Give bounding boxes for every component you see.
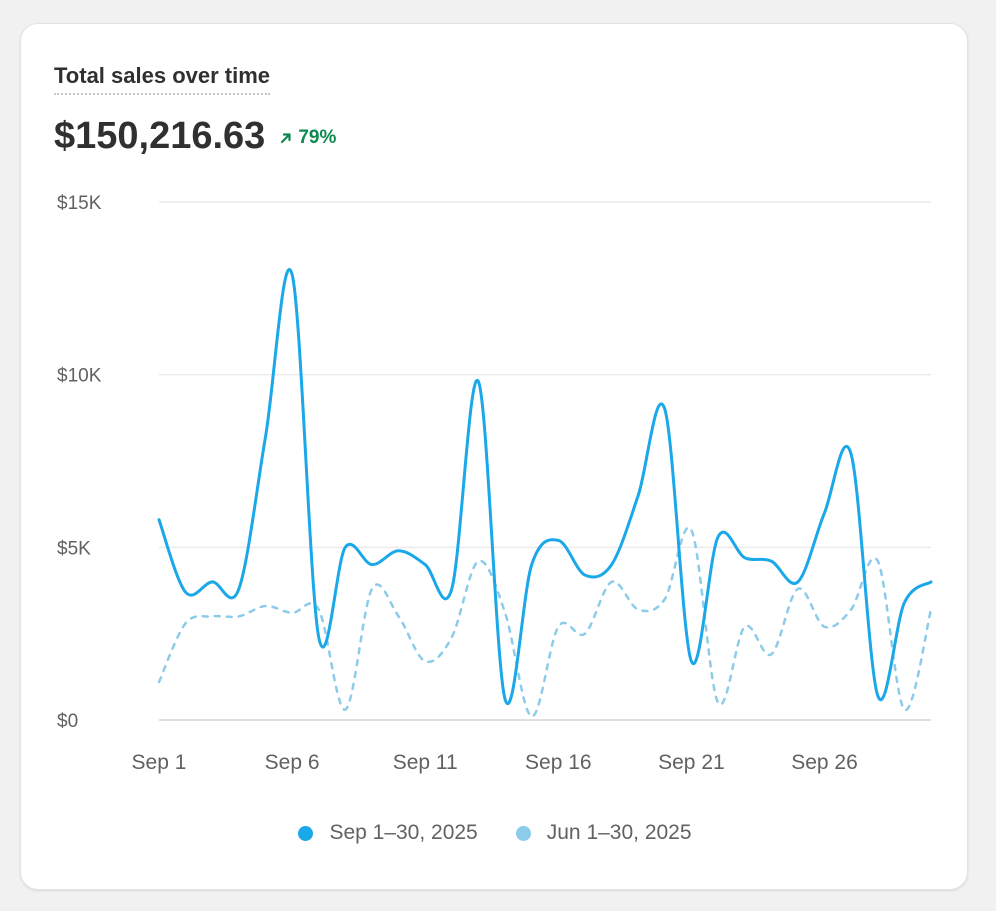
chart-legend: Sep 1–30, 2025 Jun 1–30, 2025 bbox=[21, 821, 969, 845]
legend-item-previous[interactable]: Jun 1–30, 2025 bbox=[515, 821, 692, 845]
change-badge: 79% bbox=[280, 127, 336, 149]
legend-swatch-previous bbox=[515, 825, 531, 841]
x-axis-ticks: Sep 1 Sep 6 Sep 11 Sep 16 Sep 21 Sep 26 bbox=[132, 751, 858, 774]
x-tick-label: Sep 26 bbox=[791, 751, 858, 774]
arrow-up-right-icon bbox=[281, 133, 291, 144]
chart-grid bbox=[159, 201, 931, 721]
y-tick-label: $10K bbox=[57, 366, 102, 387]
x-tick-label: Sep 16 bbox=[525, 751, 592, 774]
change-percent: 79% bbox=[298, 127, 337, 148]
sales-card: Total sales over time $150,216.63 79% $0… bbox=[20, 23, 968, 890]
legend-label-previous: Jun 1–30, 2025 bbox=[546, 821, 692, 844]
legend-item-current[interactable]: Sep 1–30, 2025 bbox=[298, 821, 478, 845]
series-line-previous bbox=[157, 526, 933, 718]
chart-series bbox=[157, 268, 933, 718]
legend-label-current: Sep 1–30, 2025 bbox=[329, 821, 478, 844]
x-tick-label: Sep 6 bbox=[265, 751, 320, 774]
total-sales-value: $150,216.63 bbox=[54, 115, 266, 157]
x-tick-label: Sep 11 bbox=[393, 751, 458, 774]
card-title[interactable]: Total sales over time bbox=[54, 62, 271, 95]
y-tick-label: $5K bbox=[57, 538, 91, 559]
metric-row: $150,216.63 79% bbox=[54, 112, 336, 160]
y-axis-ticks: $0 $5K $10K $15K bbox=[57, 193, 102, 732]
sales-line-chart: $0$5K$10K$15K Sep 1 Sep 6 Sep 11 Sep 16 Sep … bbox=[57, 193, 933, 774]
y-tick-label: $15K bbox=[57, 193, 102, 214]
y-tick-label: $0 bbox=[57, 711, 78, 732]
x-tick-label: Sep 21 bbox=[658, 751, 725, 774]
x-tick-label: Sep 1 bbox=[132, 751, 187, 774]
legend-swatch-current bbox=[298, 825, 314, 841]
series-line-current bbox=[157, 268, 933, 705]
